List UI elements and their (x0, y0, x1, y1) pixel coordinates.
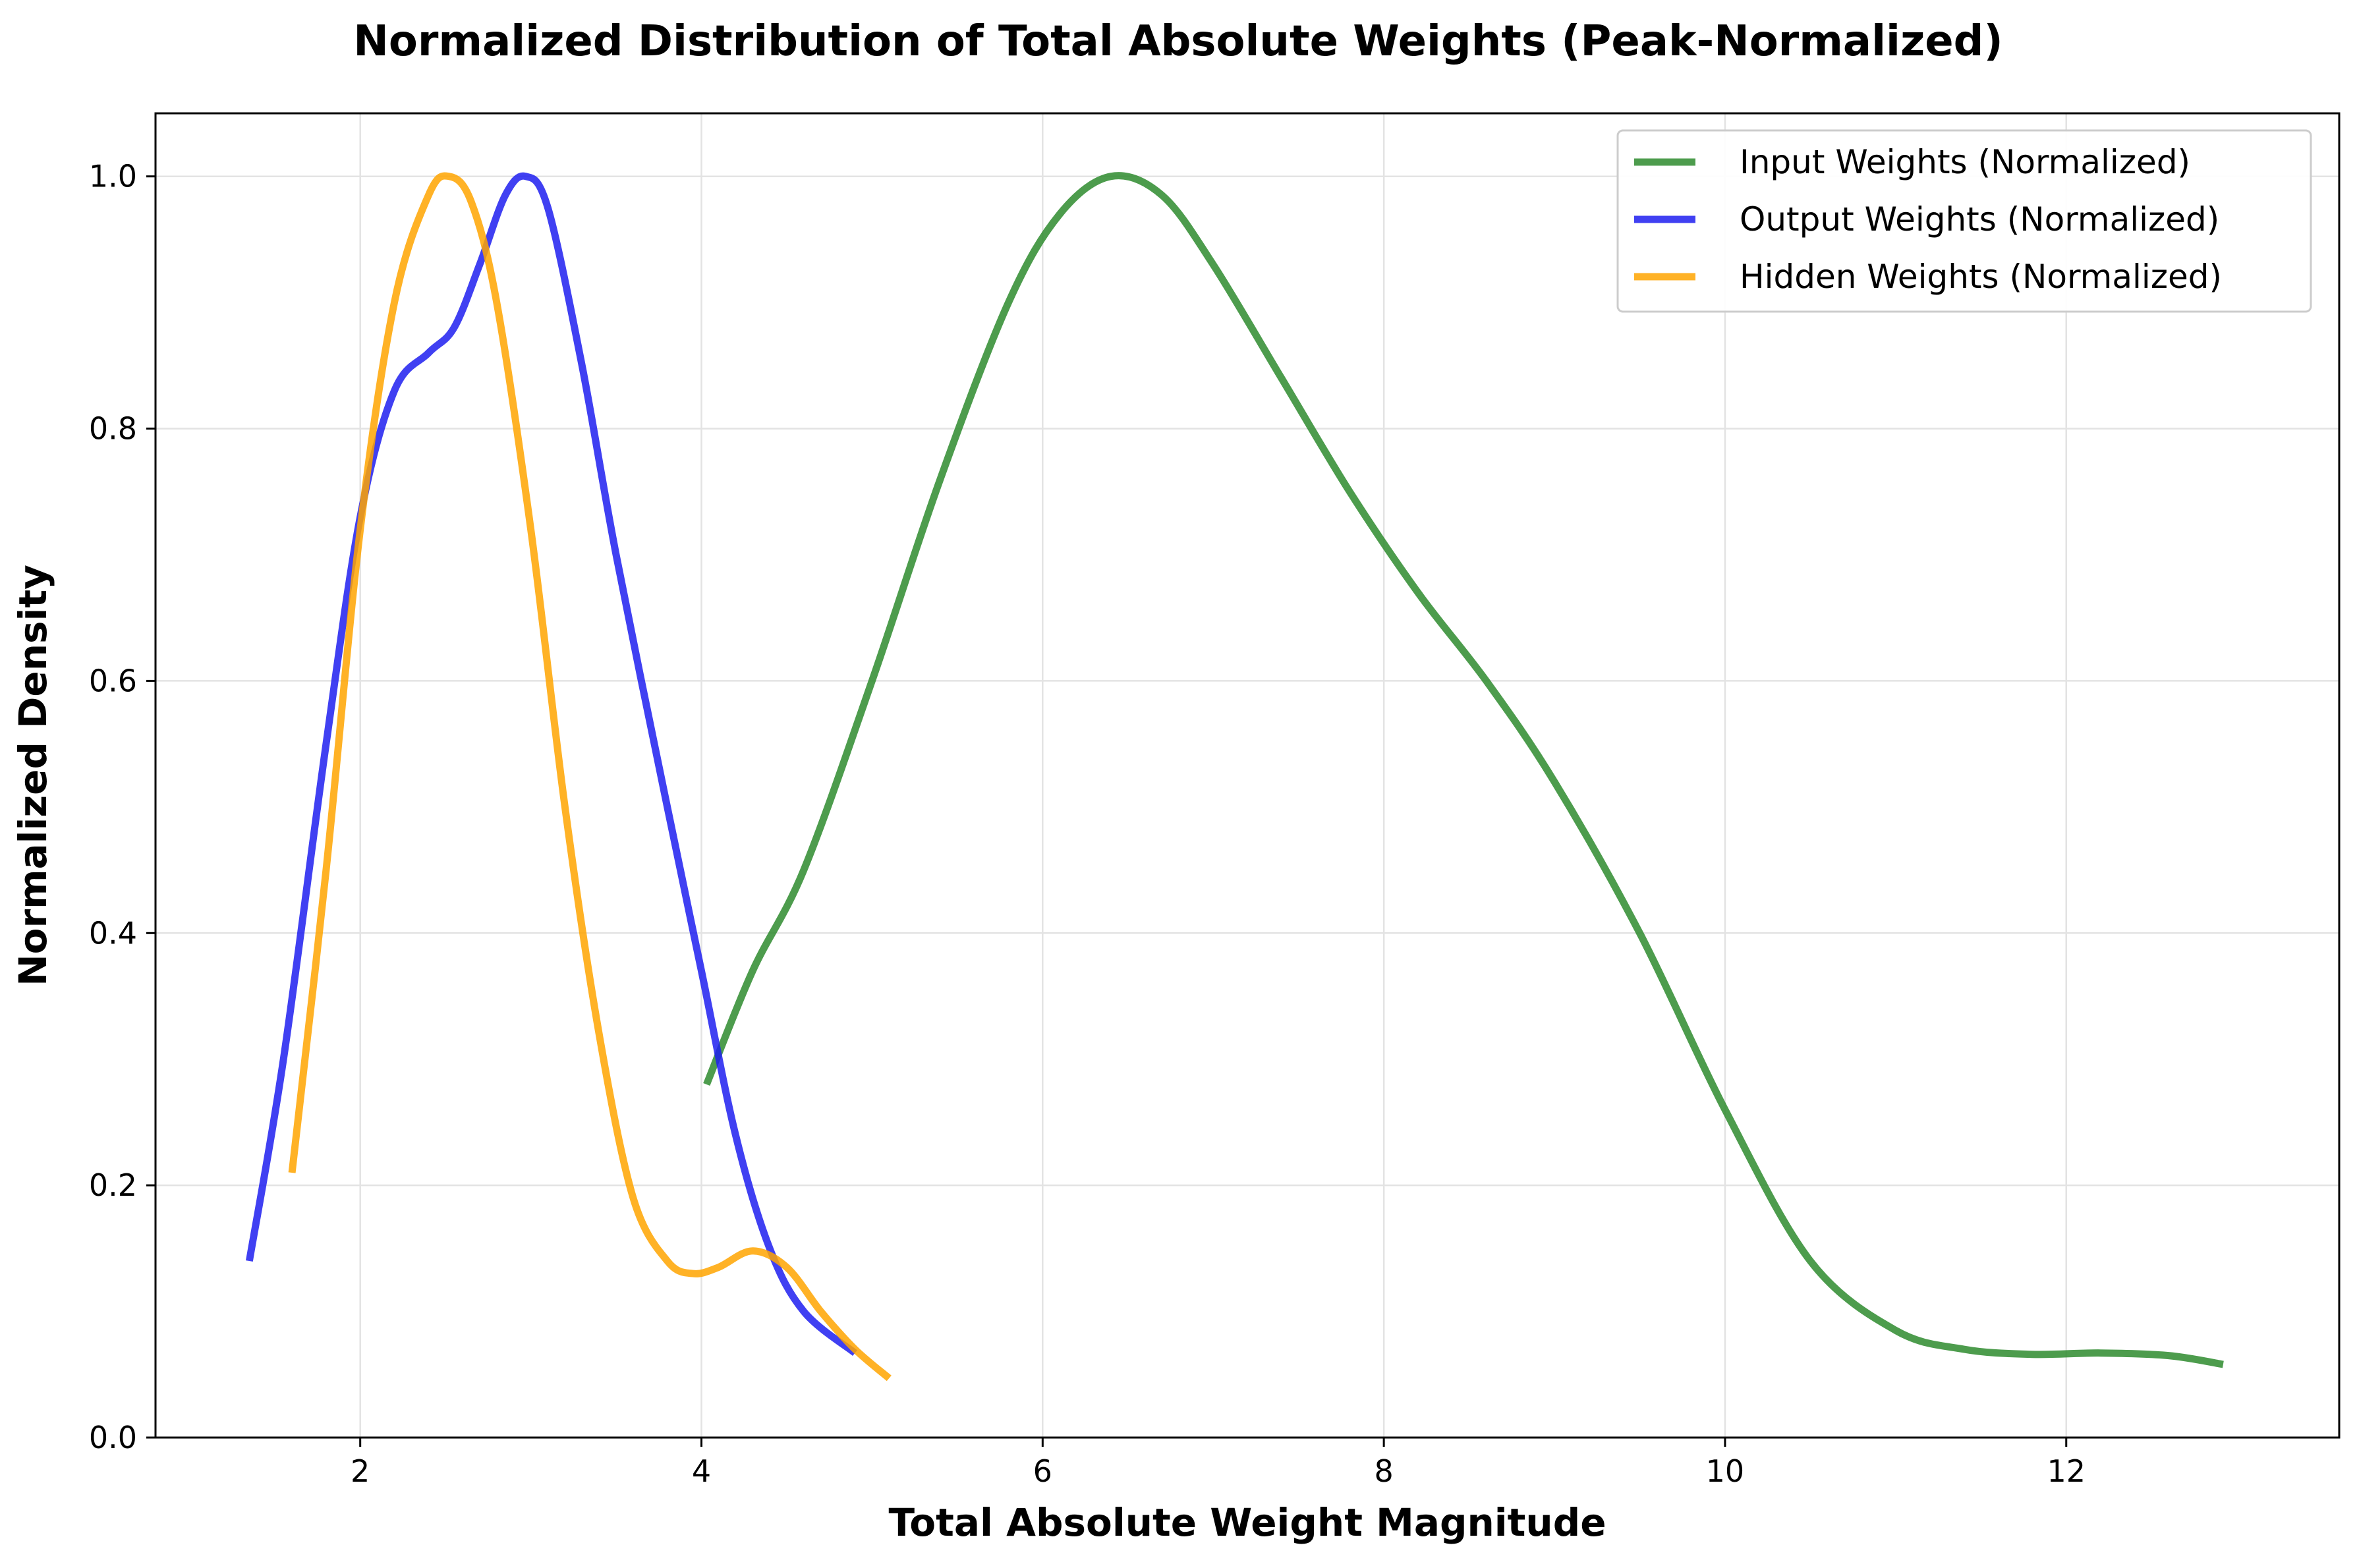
legend-label-hidden: Hidden Weights (Normalized) (1740, 258, 2222, 296)
series-line-hidden (288, 172, 892, 1382)
legend-label-input: Input Weights (Normalized) (1740, 143, 2190, 181)
x-tick-label: 2 (351, 1453, 370, 1489)
x-tick-label: 4 (692, 1453, 711, 1489)
x-tick-label: 12 (2047, 1453, 2086, 1489)
y-tick-label: 0.4 (89, 915, 137, 951)
y-tick-label: 1.0 (89, 159, 137, 194)
legend-label-output: Output Weights (Normalized) (1740, 200, 2219, 238)
series-line-output (245, 172, 857, 1357)
plot-frame (154, 112, 2341, 1439)
y-tick-label: 0.8 (89, 411, 137, 447)
chart-title: Normalized Distribution of Total Absolut… (353, 17, 2002, 66)
y-tick-label: 0.2 (89, 1167, 137, 1203)
legend-box (1616, 129, 2312, 313)
x-axis-title: Total Absolute Weight Magnitude (888, 1500, 1606, 1545)
series-line-input (703, 172, 2224, 1368)
x-tick-label: 6 (1033, 1453, 1052, 1489)
y-axis-title: Normalized Density (11, 565, 55, 986)
legend: Input Weights (Normalized) Output Weight… (1616, 129, 2312, 313)
y-tick-label: 0.6 (89, 663, 137, 698)
x-tick-label: 8 (1374, 1453, 1393, 1489)
tick-layer: 2 4 6 8 10 12 0.0 0.2 0.4 0.6 0.8 1.0 (89, 159, 2086, 1489)
series-layer (245, 172, 2224, 1382)
y-tick-label: 0.0 (89, 1420, 137, 1455)
x-tick-label: 10 (1706, 1453, 1745, 1489)
